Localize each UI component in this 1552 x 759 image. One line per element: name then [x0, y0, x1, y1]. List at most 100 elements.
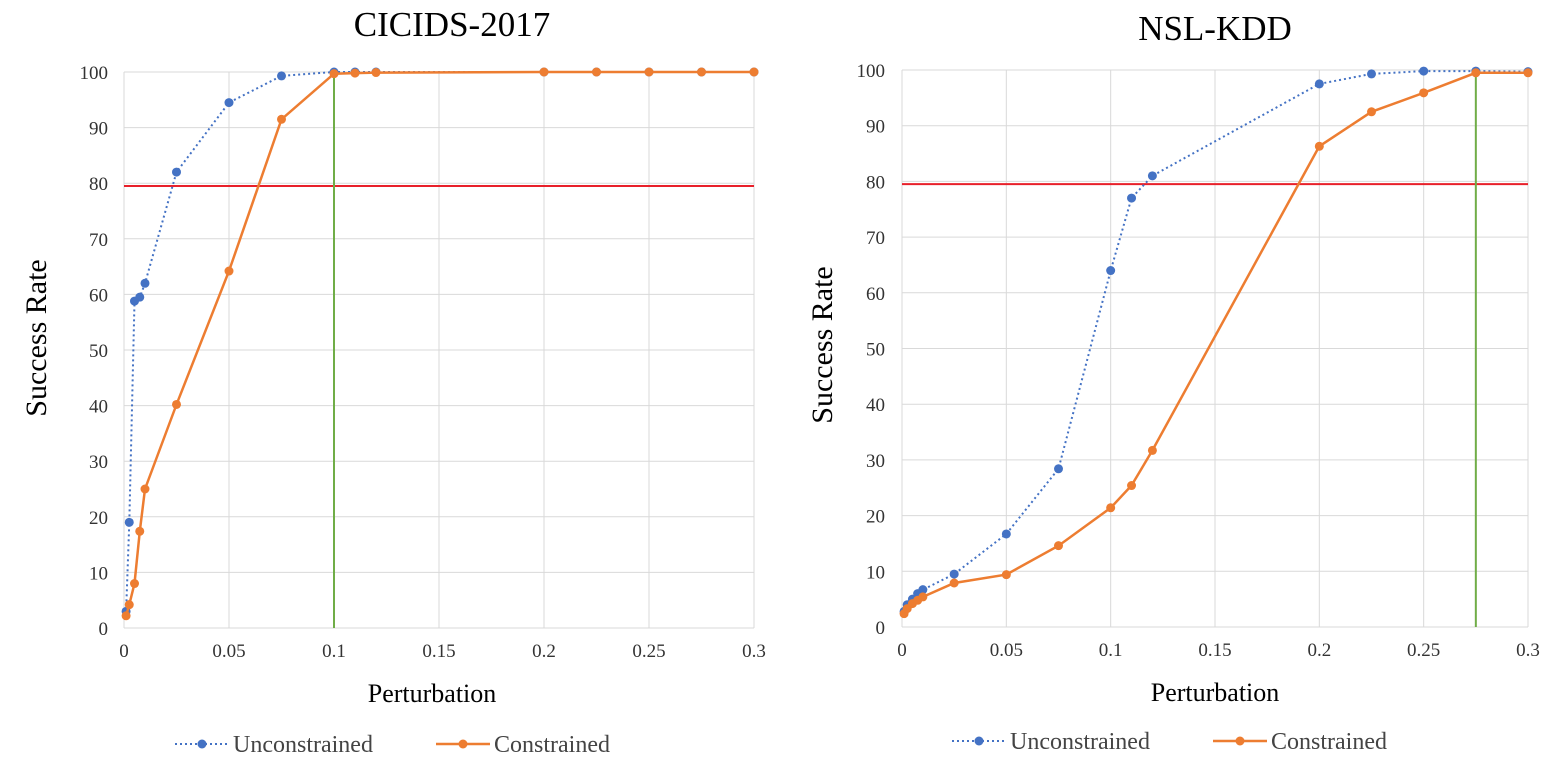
data-point-constrained [172, 399, 181, 409]
y-tick-label: 70 [866, 228, 885, 249]
y-tick-label: 30 [89, 452, 108, 473]
data-point-constrained [140, 484, 150, 494]
data-point-constrained [918, 592, 928, 602]
y-tick-label: 30 [866, 451, 885, 472]
series-line-constrained [903, 71, 1528, 615]
data-point-constrained [697, 67, 706, 77]
y-tick-label: 0 [876, 618, 886, 639]
data-point-constrained [1314, 141, 1324, 151]
y-tick-label: 40 [866, 395, 885, 416]
y-tick-label: 60 [89, 285, 108, 306]
y-tick-label: 100 [80, 63, 109, 84]
y-tick-label: 80 [89, 174, 108, 195]
data-point-constrained [130, 579, 139, 589]
data-point-unconstrained [135, 292, 145, 302]
y-tick-label: 50 [89, 341, 108, 362]
data-point-unconstrained [1367, 69, 1376, 79]
chart-cicids: CICIDS-2017 Success Rate Perturbation 0 1… [20, 5, 766, 758]
data-point-unconstrained [1314, 79, 1324, 89]
data-point-unconstrained [1106, 266, 1116, 276]
series-line-constrained [124, 70, 754, 617]
y-tick-label: 90 [89, 119, 108, 140]
data-point-constrained [1127, 481, 1137, 491]
x-tick-label: 0.3 [742, 641, 766, 662]
x-tick-label: 0 [119, 641, 129, 662]
x-tick-label: 0.15 [1198, 640, 1231, 661]
data-point-constrained [329, 69, 339, 79]
x-tick-label: 0.05 [212, 641, 245, 662]
data-point-unconstrained [1127, 193, 1137, 203]
x-tick-label: 0.2 [1307, 640, 1331, 661]
x-tick-label: 0.25 [632, 641, 665, 662]
plot-area: 0 10 20 30 40 50 60 70 80 90 100 0 0.05 0.1 0.15 0.2 0.2… [857, 61, 1540, 661]
data-point-constrained [1419, 88, 1429, 98]
x-tick-label: 0.3 [1516, 640, 1540, 661]
y-axis-label: Success Rate [20, 259, 53, 416]
data-point-unconstrained [124, 517, 134, 527]
chart-nslkdd: NSL-KDD Success Rate Perturbation 0 10 20 3… [806, 9, 1540, 755]
data-point-constrained [539, 67, 549, 77]
series-line-unconstrained [125, 71, 754, 612]
y-tick-label: 0 [99, 619, 109, 640]
x-tick-label: 0.25 [1407, 640, 1440, 661]
data-point-constrained [350, 68, 360, 78]
y-tick-label: 10 [89, 563, 108, 584]
data-point-constrained [1147, 445, 1157, 455]
data-point-unconstrained [1001, 529, 1011, 539]
data-point-constrained [1471, 68, 1481, 78]
y-tick-label: 10 [866, 562, 885, 583]
legend-unconstrained-label: Unconstrained [1010, 729, 1150, 755]
data-point-constrained [644, 67, 654, 77]
x-tick-label: 0.15 [422, 641, 455, 662]
data-point-constrained [749, 67, 759, 77]
y-tick-label: 20 [89, 508, 108, 529]
data-point-unconstrained [918, 585, 928, 595]
y-tick-label: 100 [857, 61, 886, 82]
data-point-unconstrained [140, 278, 150, 288]
data-point-unconstrained [1054, 464, 1063, 474]
data-point-constrained [371, 68, 381, 78]
series-line-unconstrained [903, 70, 1529, 612]
x-axis-label: Perturbation [1151, 678, 1280, 707]
y-tick-label: 90 [866, 117, 885, 138]
data-point-unconstrained [172, 167, 181, 177]
data-point-constrained [1523, 68, 1533, 78]
x-tick-label: 0.1 [322, 641, 346, 662]
data-point-unconstrained [1147, 171, 1157, 181]
x-axis-label: Perturbation [368, 679, 497, 708]
data-point-constrained [124, 600, 134, 610]
legend-unconstrained-marker [974, 736, 984, 746]
data-point-constrained [1106, 503, 1116, 513]
x-tick-label: 0.05 [990, 640, 1023, 661]
y-tick-label: 80 [866, 172, 885, 193]
legend: Unconstrained Constrained [175, 732, 610, 758]
data-point-constrained [135, 526, 145, 536]
data-point-constrained [1367, 107, 1376, 117]
data-point-constrained [277, 114, 286, 124]
chart-title: CICIDS-2017 [354, 5, 550, 44]
data-point-unconstrained [224, 98, 234, 108]
legend-constrained-label: Constrained [1271, 729, 1387, 755]
data-point-constrained [1054, 541, 1063, 551]
data-point-constrained [592, 67, 601, 77]
legend-constrained-marker [458, 739, 468, 749]
chart-title: NSL-KDD [1138, 9, 1292, 48]
legend-constrained-marker [1235, 736, 1245, 746]
data-point-unconstrained [949, 569, 959, 579]
x-tick-label: 0.1 [1099, 640, 1123, 661]
legend-unconstrained-label: Unconstrained [233, 732, 373, 758]
y-axis-label: Success Rate [806, 266, 839, 423]
data-point-constrained [1001, 570, 1011, 580]
y-tick-label: 40 [89, 397, 108, 418]
y-tick-label: 20 [866, 507, 885, 528]
data-point-constrained [949, 578, 959, 588]
data-point-unconstrained [277, 71, 286, 81]
data-point-constrained [121, 611, 131, 621]
legend-unconstrained-marker [197, 739, 207, 749]
legend: Unconstrained Constrained [952, 729, 1387, 755]
y-tick-label: 70 [89, 230, 108, 251]
data-point-constrained [224, 266, 234, 276]
legend-constrained-label: Constrained [494, 732, 610, 758]
plot-area: 0 10 20 30 40 50 60 70 80 90 100 0 0.05 0.1 0.15 0.2 0.2… [80, 63, 766, 662]
